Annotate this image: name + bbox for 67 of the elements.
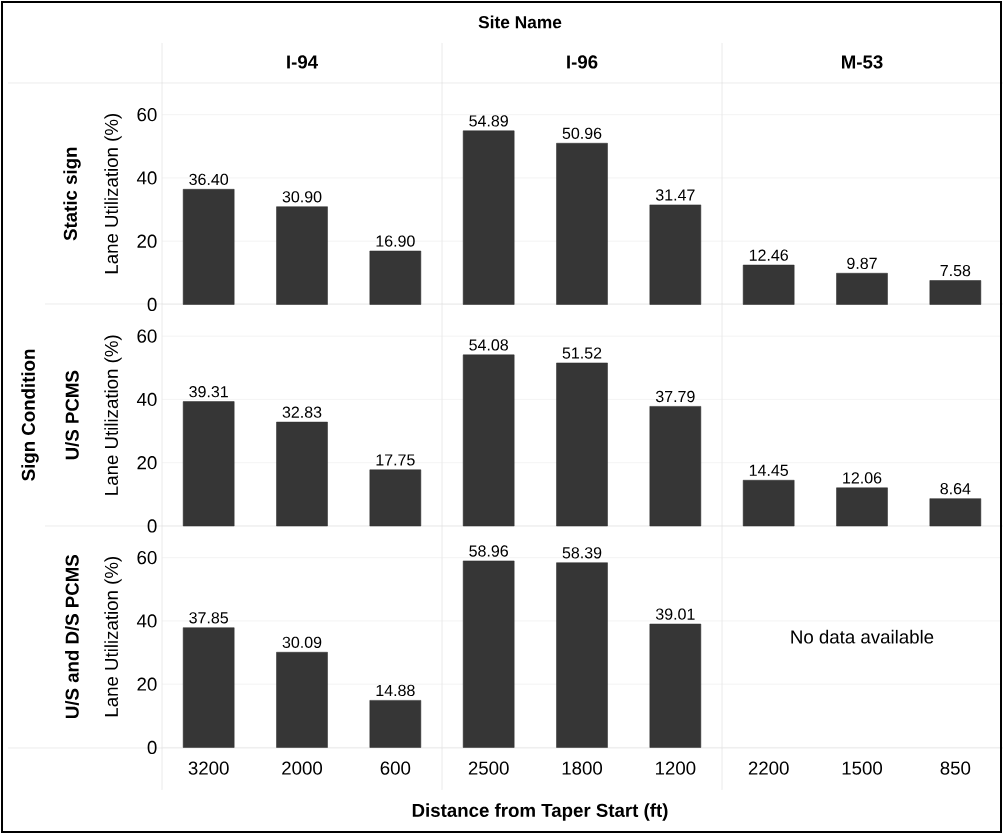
y-tick-label: 0 — [147, 297, 157, 312]
data-label: 58.96 — [469, 545, 508, 557]
y-axis-title: Lane Utilization (%) — [104, 114, 122, 274]
bar — [369, 700, 422, 748]
y-tick-label: 20 — [137, 677, 157, 691]
data-label: 54.08 — [469, 339, 508, 351]
bar — [276, 652, 328, 748]
data-label: 39.01 — [655, 608, 695, 620]
x-tick-label: 1800 — [562, 761, 603, 775]
chart-subtitle: M-53 — [842, 55, 883, 69]
data-label: 9.87 — [847, 257, 877, 269]
y-axis-title: Lane Utilization (%) — [104, 335, 122, 495]
data-label: 36.40 — [189, 173, 229, 186]
data-label: 54.89 — [469, 115, 508, 127]
chart-title: Site Name — [478, 15, 562, 29]
y-tick-label: 60 — [137, 329, 157, 343]
x-tick-label: 3200 — [188, 761, 229, 775]
data-label: 51.52 — [562, 347, 602, 359]
x-tick-label: 1500 — [842, 761, 883, 775]
data-label: 14.45 — [749, 464, 789, 476]
bar — [276, 206, 328, 305]
text: Sign Condition — [21, 349, 39, 481]
chart-subtitle: I-96 — [567, 55, 598, 69]
data-label: 12.06 — [843, 472, 882, 484]
data-label: 7.58 — [940, 264, 971, 277]
y-tick-label: 40 — [136, 614, 157, 628]
data-label: 12.46 — [749, 249, 788, 261]
x-axis-title: Distance from Taper Start (ft) — [412, 803, 668, 821]
bar — [369, 250, 422, 305]
text: U/S PCMS — [65, 370, 79, 460]
y-tick-label: 60 — [137, 551, 157, 565]
y-tick-label: 20 — [137, 456, 157, 470]
data-label: 37.79 — [655, 390, 695, 403]
text: U/S and D/S PCMS — [65, 555, 79, 719]
bar — [182, 627, 235, 748]
x-tick-label: 600 — [380, 761, 411, 775]
data-label: 14.88 — [376, 684, 415, 697]
data-label: 30.09 — [282, 636, 322, 648]
data-label: 16.90 — [376, 235, 415, 247]
data-label: 31.47 — [655, 189, 695, 201]
x-tick-label: 1200 — [656, 761, 696, 775]
y-tick-label: 40 — [136, 171, 157, 185]
bar — [276, 421, 328, 527]
chart-subtitle: I-94 — [287, 55, 318, 69]
data-label: 50.96 — [562, 127, 602, 139]
data-label: 30.90 — [282, 191, 322, 203]
data-label: 8.64 — [940, 483, 971, 495]
x-tick-label: 2200 — [748, 761, 789, 775]
y-tick-label: 0 — [147, 740, 157, 755]
annotation: No data available — [791, 629, 934, 644]
data-label: 17.75 — [376, 454, 415, 466]
y-tick-label: 20 — [137, 234, 157, 248]
x-tick-label: 2500 — [468, 761, 509, 775]
x-tick-label: 850 — [940, 761, 971, 775]
text: Static sign — [63, 147, 81, 241]
data-label: 58.39 — [562, 547, 602, 559]
data-label: 37.85 — [189, 612, 229, 624]
data-label: 32.83 — [282, 406, 322, 418]
x-tick-label: 2000 — [282, 761, 323, 775]
bar — [182, 401, 235, 527]
bar — [369, 469, 422, 527]
y-axis-title: Lane Utilization (%) — [104, 557, 122, 717]
y-tick-label: 40 — [136, 392, 157, 407]
y-tick-label: 0 — [147, 519, 157, 533]
bar — [182, 189, 235, 305]
data-label: 39.31 — [189, 386, 228, 398]
y-tick-label: 60 — [137, 108, 157, 122]
